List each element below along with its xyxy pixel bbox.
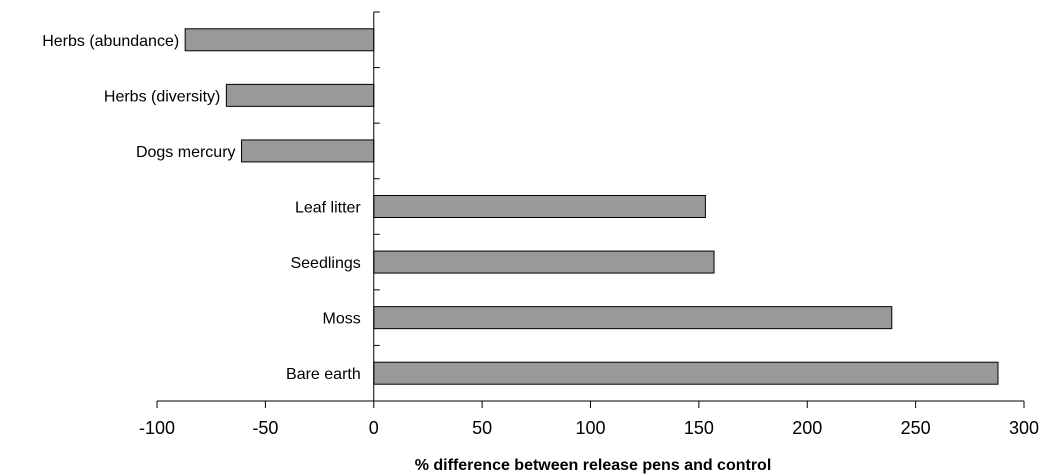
- x-tick-label: 0: [369, 418, 379, 438]
- category-label: Herbs (abundance): [42, 33, 179, 50]
- bar-herbs-diversity: [225, 83, 375, 107]
- category-label: Bare earth: [286, 366, 361, 383]
- x-tick-label: 150: [684, 418, 714, 438]
- axes-group: -100 -50 0 50 100 150 200 250 300: [139, 11, 1039, 438]
- bar-herbs-abundance: [184, 28, 375, 52]
- x-tick-label: 300: [1009, 418, 1039, 438]
- category-label: Seedlings: [290, 255, 360, 272]
- x-tick-label: -100: [139, 418, 175, 438]
- category-label: Dogs mercury: [136, 144, 236, 161]
- bar-dogs-mercury: [241, 139, 375, 163]
- x-axis-title: % difference between release pens and co…: [415, 457, 772, 474]
- category-label: Moss: [323, 311, 361, 328]
- category-label: Leaf litter: [295, 200, 361, 217]
- x-tick-label: 50: [472, 418, 492, 438]
- bar-bare-earth: [373, 361, 999, 385]
- bar-leaf-litter: [373, 195, 706, 218]
- x-tick-label: -50: [252, 418, 278, 438]
- bar-seedlings: [373, 250, 715, 274]
- x-tick-label: 250: [901, 418, 931, 438]
- x-tick-label: 100: [575, 418, 605, 438]
- bars-group: Herbs (abundance) Herbs (diversity) Dogs m…: [42, 28, 999, 385]
- category-label: Herbs (diversity): [104, 88, 220, 105]
- x-tick-label: 200: [792, 418, 822, 438]
- bar-moss: [373, 306, 893, 330]
